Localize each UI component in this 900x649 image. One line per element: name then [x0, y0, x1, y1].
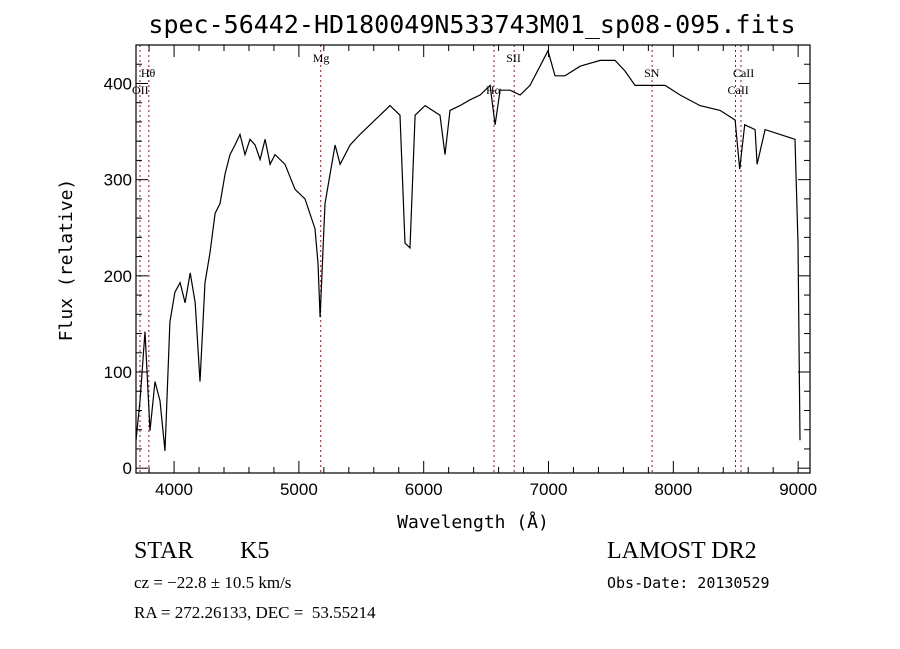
y-tick-label: 200	[104, 267, 132, 286]
x-tick-label: 8000	[654, 480, 692, 499]
y-tick-label: 100	[104, 363, 132, 382]
spectrum-line	[135, 49, 801, 451]
y-tick-label: 300	[104, 171, 132, 190]
object-subclass: K5	[240, 538, 270, 564]
object-class: STAR	[134, 538, 194, 564]
spectral-line-label: CaII	[727, 83, 748, 97]
coordinates: RA = 272.26133, DEC = 53.55214	[134, 603, 376, 622]
x-axis-label: Wavelength (Å)	[397, 511, 549, 533]
x-tick-label: 9000	[779, 480, 817, 499]
y-axis-label: Flux (relative)	[56, 179, 77, 342]
spectral-line-label: SN	[644, 66, 660, 80]
spectral-line-label: Mg	[313, 51, 330, 65]
redshift-velocity: cz = −22.8 ± 10.5 km/s	[134, 573, 292, 592]
x-tick-label: 6000	[405, 480, 443, 499]
plot-frame	[135, 44, 811, 474]
x-tick-label: 5000	[280, 480, 318, 499]
survey-name: LAMOST DR2	[607, 538, 757, 564]
observation-date: Obs-Date: 20130529	[607, 574, 770, 592]
spectral-line-label: Hθ	[141, 66, 156, 80]
x-tick-label: 7000	[530, 480, 568, 499]
x-tick-label: 4000	[155, 480, 193, 499]
spectral-line-label: OII	[132, 83, 149, 97]
y-tick-label: 0	[123, 459, 132, 478]
y-tick-label: 400	[104, 74, 132, 93]
spectral-line-label: CaII	[733, 66, 754, 80]
chart-title: spec-56442-HD180049N533743M01_sp08-095.f…	[148, 10, 795, 39]
spectral-line-label: SII	[506, 51, 521, 65]
